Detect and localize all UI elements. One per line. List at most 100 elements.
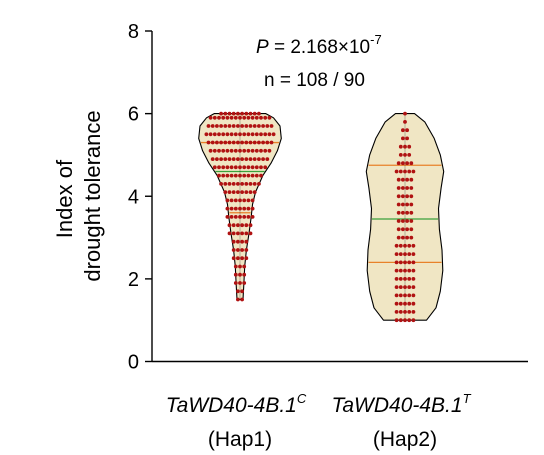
- data-point: [206, 140, 211, 145]
- data-point: [401, 136, 405, 141]
- data-point: [403, 268, 407, 273]
- data-point: [236, 182, 240, 186]
- data-point: [217, 148, 221, 153]
- data-point: [259, 148, 263, 153]
- data-point: [231, 256, 236, 261]
- data-point: [248, 140, 253, 145]
- data-point: [246, 165, 251, 170]
- data-point: [240, 256, 245, 261]
- data-point: [394, 277, 399, 281]
- data-point: [411, 277, 416, 281]
- data-point: [403, 318, 407, 323]
- data-point: [407, 310, 412, 314]
- data-point: [238, 272, 242, 277]
- data-point: [208, 148, 213, 153]
- data-point: [208, 132, 213, 137]
- data-point: [411, 252, 416, 256]
- data-point: [238, 148, 242, 153]
- data-point: [252, 190, 257, 195]
- violin-group: [198, 111, 282, 302]
- data-point: [227, 190, 232, 195]
- data-point: [257, 157, 261, 162]
- data-point: [223, 182, 228, 186]
- p-value-symbol: P: [256, 37, 269, 58]
- data-point: [403, 120, 407, 124]
- data-point: [242, 272, 247, 277]
- data-point: [401, 235, 405, 240]
- data-point: [238, 132, 242, 137]
- data-point: [396, 202, 401, 207]
- data-point: [210, 140, 215, 145]
- data-point: [398, 301, 403, 306]
- data-point: [244, 231, 249, 236]
- data-point: [231, 231, 236, 236]
- data-point: [246, 132, 251, 137]
- data-point: [405, 177, 409, 182]
- data-point: [231, 190, 236, 195]
- data-point: [240, 140, 245, 145]
- data-point: [401, 186, 405, 190]
- data-point: [267, 148, 272, 153]
- data-point: [396, 227, 401, 232]
- data-point: [405, 128, 409, 133]
- data-point: [411, 260, 416, 265]
- data-point: [221, 173, 226, 178]
- data-point: [394, 301, 399, 306]
- data-point: [248, 190, 253, 195]
- data-point: [403, 293, 407, 298]
- data-point: [250, 165, 255, 170]
- data-point: [225, 165, 230, 170]
- data-point: [261, 124, 265, 128]
- data-point: [401, 128, 405, 133]
- y-tick-label: 6: [128, 104, 139, 126]
- data-point: [231, 223, 236, 228]
- data-point: [409, 219, 414, 223]
- data-point: [396, 210, 401, 215]
- x-category-label: TaWD40-4B.1C: [166, 391, 307, 417]
- data-point: [405, 186, 409, 190]
- data-point: [233, 206, 238, 211]
- data-point: [212, 132, 217, 137]
- data-point: [259, 132, 263, 137]
- y-tick-label: 4: [128, 186, 139, 208]
- data-point: [254, 132, 259, 137]
- data-point: [233, 132, 238, 137]
- data-point: [259, 165, 263, 170]
- data-point: [394, 318, 399, 323]
- data-point: [259, 173, 263, 178]
- data-point: [221, 115, 226, 120]
- data-point: [396, 161, 401, 166]
- data-point: [248, 111, 253, 116]
- data-point: [250, 206, 255, 211]
- data-point: [236, 248, 240, 252]
- violins: [198, 111, 445, 323]
- data-point: [409, 186, 414, 190]
- y-tick-label: 8: [128, 21, 139, 43]
- category-name: TaWD40-4B.1: [331, 394, 462, 417]
- data-point: [394, 310, 399, 314]
- data-point: [405, 161, 409, 166]
- data-point: [244, 256, 249, 261]
- data-point: [240, 182, 245, 186]
- data-point: [409, 235, 414, 240]
- data-point: [238, 206, 242, 211]
- x-category-label: TaWD40-4B.1T: [331, 391, 471, 417]
- data-point: [236, 223, 240, 228]
- data-point: [217, 173, 221, 178]
- data-point: [215, 157, 219, 162]
- data-point: [242, 148, 247, 153]
- data-point: [405, 235, 409, 240]
- data-point: [403, 252, 407, 256]
- data-point: [269, 140, 274, 145]
- data-point: [248, 157, 253, 162]
- data-point: [225, 173, 230, 178]
- data-point: [231, 111, 236, 116]
- data-point: [411, 285, 416, 289]
- data-point: [411, 268, 416, 273]
- data-point: [250, 148, 255, 153]
- data-point: [396, 177, 401, 182]
- data-point: [227, 111, 232, 116]
- data-point: [246, 115, 251, 120]
- data-point: [407, 169, 412, 174]
